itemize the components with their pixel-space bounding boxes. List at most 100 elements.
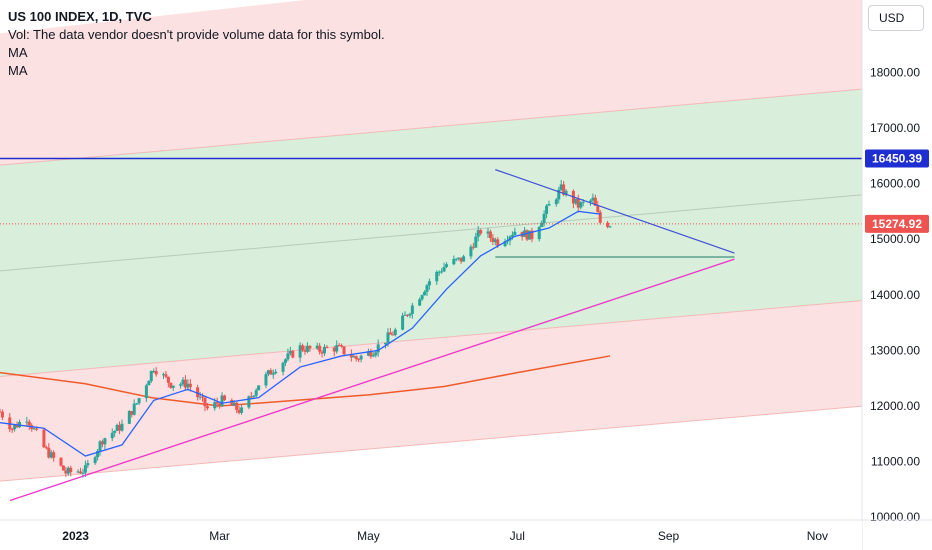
candle bbox=[161, 372, 165, 380]
candle-body bbox=[513, 231, 517, 235]
candle-body bbox=[403, 314, 407, 316]
candle bbox=[598, 209, 602, 225]
candle bbox=[388, 327, 392, 335]
candle bbox=[76, 469, 80, 474]
candle bbox=[393, 327, 397, 337]
channel-line-red_bottom bbox=[0, 405, 864, 482]
candle-body bbox=[574, 198, 578, 204]
candle bbox=[540, 220, 544, 228]
indicator-ma-fast[interactable]: MA bbox=[8, 45, 28, 60]
candle bbox=[320, 349, 324, 358]
candle-body bbox=[113, 430, 117, 433]
candle bbox=[596, 200, 600, 213]
candle-body bbox=[144, 385, 148, 399]
candle-body bbox=[369, 351, 373, 357]
candle bbox=[257, 385, 261, 391]
candle bbox=[303, 345, 307, 355]
candle-body bbox=[588, 200, 592, 202]
candle bbox=[442, 262, 446, 272]
candle bbox=[503, 238, 507, 248]
last-price-tag: 15274.92 bbox=[865, 214, 929, 233]
support-trend-line bbox=[9, 258, 735, 502]
candle-body bbox=[27, 421, 31, 426]
candle-body bbox=[405, 314, 409, 316]
candle-body bbox=[161, 374, 165, 376]
candle bbox=[301, 343, 305, 352]
candle-body bbox=[69, 467, 73, 473]
candle bbox=[132, 399, 136, 416]
candle bbox=[547, 200, 551, 206]
candle-body bbox=[579, 202, 583, 208]
ma-fast-line bbox=[0, 210, 601, 457]
candle-body bbox=[98, 441, 102, 451]
candle-body bbox=[110, 432, 114, 439]
candle-body bbox=[271, 373, 275, 375]
candle-body bbox=[479, 230, 483, 234]
candle bbox=[183, 375, 187, 391]
indicator-ma-slow[interactable]: MA bbox=[8, 63, 28, 78]
candle bbox=[354, 355, 358, 362]
currency-button[interactable]: USD bbox=[868, 5, 924, 31]
candle bbox=[274, 369, 278, 375]
candle-body bbox=[530, 230, 534, 240]
candle-body bbox=[462, 256, 466, 262]
candle bbox=[425, 283, 429, 296]
candle bbox=[169, 382, 173, 389]
candle-body bbox=[83, 465, 87, 473]
candle-body bbox=[169, 382, 173, 388]
candle bbox=[530, 227, 534, 243]
candle-body bbox=[493, 239, 497, 243]
candle-body bbox=[196, 387, 200, 398]
last-price-tag-bg bbox=[865, 214, 929, 233]
candle-body bbox=[42, 429, 46, 448]
candle-body bbox=[222, 395, 226, 401]
candle bbox=[49, 449, 53, 459]
candle-body bbox=[220, 395, 224, 407]
candle-body bbox=[235, 402, 239, 410]
candle-body bbox=[320, 351, 324, 354]
x-tick-label: Nov bbox=[807, 529, 828, 543]
candle bbox=[476, 226, 480, 242]
candle bbox=[218, 401, 222, 409]
symbol-title[interactable]: US 100 INDEX, 1D, TVC bbox=[8, 9, 152, 24]
candle-body bbox=[181, 379, 185, 385]
candle bbox=[391, 331, 395, 336]
candle-body bbox=[591, 197, 595, 201]
candle-body bbox=[332, 347, 336, 352]
candle bbox=[349, 349, 353, 362]
candle bbox=[127, 410, 131, 425]
candle bbox=[410, 302, 414, 319]
candle bbox=[203, 397, 207, 412]
candle bbox=[166, 376, 170, 388]
candle-body bbox=[93, 457, 97, 464]
candle-body bbox=[440, 271, 444, 273]
x-tick-label: 2023 bbox=[62, 529, 89, 543]
candle bbox=[0, 408, 2, 413]
candle-body bbox=[264, 374, 268, 386]
candle bbox=[27, 419, 31, 431]
channel-lower-band bbox=[0, 300, 864, 482]
candle bbox=[66, 466, 70, 476]
candle bbox=[374, 350, 378, 358]
candle-body bbox=[423, 291, 427, 296]
candle-body bbox=[562, 184, 566, 195]
candle bbox=[222, 394, 226, 402]
candle bbox=[491, 234, 495, 245]
price-scale bbox=[862, 0, 932, 550]
candle bbox=[474, 232, 478, 248]
candle bbox=[103, 437, 107, 450]
candle bbox=[266, 369, 270, 377]
candle bbox=[93, 455, 97, 465]
candle-body bbox=[61, 465, 65, 471]
candle-body bbox=[357, 359, 361, 361]
candle bbox=[115, 423, 119, 432]
candle-body bbox=[469, 246, 473, 257]
candle-body bbox=[49, 452, 53, 458]
candle-body bbox=[100, 441, 104, 445]
candle-body bbox=[474, 236, 478, 248]
candle-body bbox=[257, 385, 261, 391]
candle bbox=[286, 348, 290, 362]
candle-body bbox=[35, 428, 39, 430]
